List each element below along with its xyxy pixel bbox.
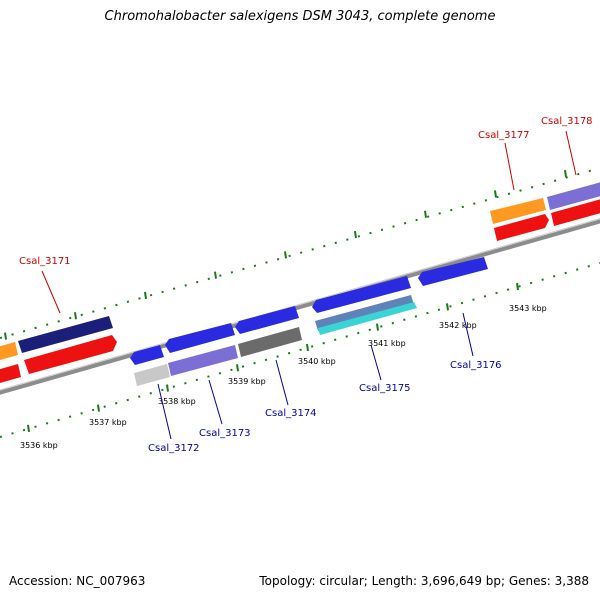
gene-feature-blue-a xyxy=(165,323,235,353)
leader-csal-3175 xyxy=(370,344,382,381)
label-csal-3175: Csal_3175 xyxy=(359,383,411,394)
upper-major-tick xyxy=(74,312,77,320)
gene-feature-orange-left xyxy=(0,342,18,361)
kbp-tick-label: 3540 kbp xyxy=(298,357,336,366)
leader-csal-3176 xyxy=(462,312,474,357)
leader-csal-3174 xyxy=(275,359,289,406)
lower-major-tick xyxy=(27,424,30,433)
kbp-tick-label: 3538 kbp xyxy=(158,397,196,406)
gene-labels: Csal_3171 Csal_3177 Csal_3178 Csal_3172 … xyxy=(19,116,593,454)
lower-major-tick xyxy=(376,323,379,331)
kbp-tick-label: 3536 kbp xyxy=(20,441,58,450)
lower-major-tick xyxy=(306,343,309,352)
kbp-tick-label: 3543 kbp xyxy=(509,304,547,313)
gene-feature-blue-c xyxy=(312,276,411,313)
upper-major-tick xyxy=(354,230,357,239)
reverse-features xyxy=(130,257,488,386)
label-csal-3172: Csal_3172 xyxy=(148,443,200,454)
lower-major-tick xyxy=(166,384,169,392)
gene-feature-csal-3178 xyxy=(547,182,600,210)
label-csal-3174: Csal_3174 xyxy=(265,408,317,419)
leader-csal-3172 xyxy=(157,383,172,440)
gene-feature-blue-small xyxy=(130,345,164,365)
genome-backbone xyxy=(0,218,600,395)
gene-feature-blue-d xyxy=(418,257,488,286)
gene-feature-csal-3171 xyxy=(18,316,113,353)
upper-major-tick xyxy=(284,251,287,259)
lower-major-tick xyxy=(236,364,239,372)
lower-major-tick xyxy=(516,282,519,291)
label-csal-3176: Csal_3176 xyxy=(450,360,502,371)
leader-csal-3173 xyxy=(208,379,223,425)
gene-feature-csal-3177 xyxy=(490,198,546,224)
gene-feature-csal-3172 xyxy=(134,364,170,386)
accession-text: Accession: NC_007963 xyxy=(9,574,146,588)
gene-feature-red-long xyxy=(24,335,117,374)
lower-major-tick xyxy=(446,303,449,311)
gene-feature-red-right-1 xyxy=(494,214,549,241)
lower-major-tick xyxy=(97,404,100,412)
leader-csal-3171 xyxy=(41,270,61,314)
gene-feature-blue-b xyxy=(235,306,299,334)
label-csal-3173: Csal_3173 xyxy=(199,428,251,439)
leader-csal-3178 xyxy=(565,130,577,176)
label-csal-3171: Csal_3171 xyxy=(19,256,71,267)
upper-major-tick xyxy=(144,291,147,300)
tick-labels: 3536 kbp 3537 kbp 3538 kbp 3539 kbp 3540 kbp… xyxy=(20,304,547,450)
gene-feature-csal-3176 xyxy=(318,302,417,335)
kbp-tick-label: 3537 kbp xyxy=(89,418,127,427)
forward-features xyxy=(0,182,600,383)
map-title: Chromohalobacter salexigens DSM 3043, co… xyxy=(104,9,496,24)
label-csal-3178: Csal_3178 xyxy=(541,116,593,127)
upper-major-tick xyxy=(214,271,217,279)
upper-major-tick xyxy=(564,170,567,178)
gene-feature-red-right-2 xyxy=(551,199,600,226)
gene-feature-csal-3175 xyxy=(315,295,414,331)
kbp-tick-label: 3539 kbp xyxy=(228,377,266,386)
major-ticks xyxy=(4,170,567,433)
upper-major-tick xyxy=(494,190,497,198)
label-leaders xyxy=(41,130,577,440)
upper-major-tick xyxy=(4,332,7,340)
gene-feature-csal-3173 xyxy=(168,345,238,376)
gene-feature-red-left xyxy=(0,364,21,383)
kbp-tick-label: 3541 kbp xyxy=(368,339,406,348)
label-csal-3177: Csal_3177 xyxy=(478,130,530,141)
upper-major-tick xyxy=(424,210,427,218)
lower-tick-line xyxy=(0,262,600,438)
leader-csal-3177 xyxy=(504,142,515,191)
genome-backbone-highlight xyxy=(0,218,600,391)
genome-stats-text: Topology: circular; Length: 3,696,649 bp… xyxy=(259,574,589,588)
kbp-tick-label: 3542 kbp xyxy=(439,321,477,330)
gene-feature-csal-3174 xyxy=(238,327,302,357)
